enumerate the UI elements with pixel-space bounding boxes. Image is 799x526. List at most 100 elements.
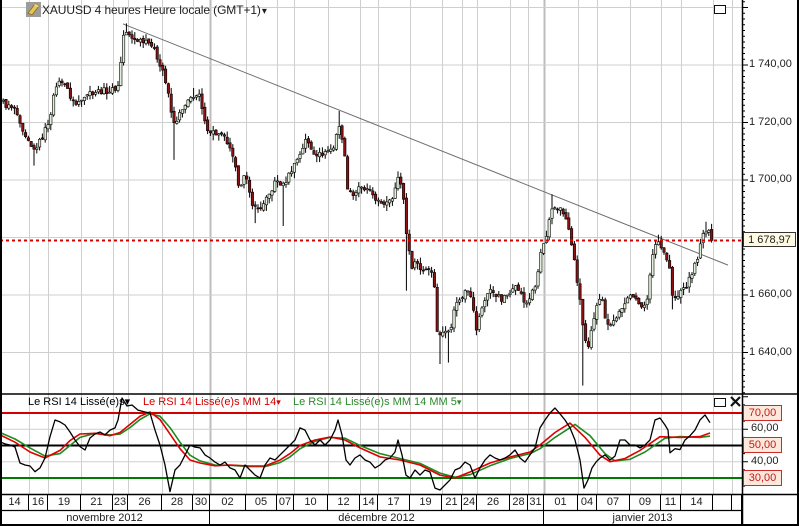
candle (183, 104, 187, 114)
candle (710, 223, 714, 243)
candle (707, 229, 711, 237)
candle (483, 297, 487, 313)
candle (393, 182, 397, 199)
candle (54, 82, 58, 97)
candle (60, 78, 64, 87)
candle (704, 221, 708, 238)
rsi-level-label: 30,00 (743, 469, 782, 486)
gold-bar-icon[interactable] (26, 2, 41, 17)
candle (245, 171, 249, 185)
rsi-level-label: 70,00 (743, 404, 782, 421)
date-tick-label: 17 (378, 495, 410, 510)
candle (581, 298, 585, 386)
candle (278, 180, 282, 186)
candle (290, 166, 294, 177)
candle (575, 255, 579, 287)
price-axis-label: 1 660,00 (749, 288, 792, 300)
candle (206, 116, 210, 135)
candle (273, 177, 277, 193)
date-tick-label: 14 (681, 495, 713, 510)
candle (136, 38, 140, 43)
candle (138, 37, 142, 47)
candle (85, 93, 89, 100)
candle (600, 296, 604, 302)
instrument-title: XAUUSD 4 heures Heure locale (GMT+1) (42, 3, 261, 17)
legend-rsi-label: Le RSI 14 Lissé(e)s (28, 396, 125, 408)
candle (589, 326, 593, 350)
candle (144, 34, 148, 46)
candle (306, 136, 310, 148)
candle (18, 114, 22, 128)
candle (421, 266, 425, 275)
candle (418, 257, 422, 275)
maximize-price-panel-button[interactable] (714, 5, 726, 14)
candle (203, 102, 207, 125)
candle (315, 150, 319, 163)
date-tick-label: 23 (113, 495, 128, 510)
candle (256, 204, 260, 213)
candle (119, 56, 123, 87)
chevron-down-icon: ▾ (276, 397, 281, 407)
date-tick-label: 11 (661, 495, 681, 510)
date-tick-label: 21 (81, 495, 113, 510)
candle (544, 230, 548, 244)
candle (642, 301, 646, 312)
candle (46, 119, 50, 133)
date-tick-label: 19 (48, 495, 81, 510)
trendline[interactable] (122, 23, 729, 266)
month-label: novembre 2012 (0, 511, 210, 526)
candle (38, 137, 42, 151)
candle (547, 217, 551, 241)
candle (516, 282, 520, 291)
candle (71, 96, 75, 107)
candle (413, 258, 417, 271)
candle (670, 265, 674, 310)
candle (259, 201, 263, 211)
candle (175, 116, 179, 125)
candle (152, 43, 156, 51)
candle (158, 54, 162, 72)
grid-lines (0, 0, 742, 494)
candle (40, 133, 44, 140)
candle (620, 307, 624, 318)
candle (234, 155, 238, 172)
rsi-line (0, 397, 711, 493)
candle (147, 38, 151, 46)
legend-rsi[interactable]: Le RSI 14 Lissé(e)s▾ (28, 397, 130, 408)
candle (253, 201, 257, 224)
candle (7, 100, 11, 111)
candle (94, 90, 98, 97)
candle (357, 181, 361, 198)
candle (654, 240, 658, 259)
legend-rsi-mm14[interactable]: Le RSI 14 Lissé(e)s MM 14▾ (143, 397, 281, 408)
candle (270, 189, 274, 202)
maximize-rsi-panel-button[interactable] (714, 398, 726, 407)
candle (351, 189, 355, 200)
candle (662, 246, 666, 255)
date-tick-label: 04 (578, 495, 597, 510)
candle (430, 266, 434, 278)
date-tick-label (713, 495, 732, 510)
candle (558, 207, 562, 216)
legend-rsi-mm14-mm5[interactable]: Le RSI 14 Lissé(e)s MM 14 MM 5▾ (293, 397, 461, 408)
instrument-selector[interactable]: XAUUSD 4 heures Heure locale (GMT+1)▾ (42, 4, 267, 17)
date-tick-label: 21 (442, 495, 462, 510)
candle (250, 188, 254, 210)
candle (116, 81, 120, 93)
candle (130, 30, 134, 44)
candle (656, 234, 660, 246)
candle (91, 90, 95, 100)
candle (217, 133, 221, 141)
candle (32, 143, 36, 166)
candle (676, 290, 680, 300)
candle (284, 176, 288, 188)
chevron-down-icon: ▾ (124, 396, 131, 408)
month-label: décembre 2012 (210, 511, 544, 526)
candle (614, 316, 618, 323)
close-rsi-panel-button[interactable] (730, 396, 741, 407)
candle (379, 199, 383, 204)
candle (488, 284, 492, 299)
candle (102, 83, 106, 95)
candle (511, 283, 515, 293)
date-tick-label: 14 (360, 495, 378, 510)
